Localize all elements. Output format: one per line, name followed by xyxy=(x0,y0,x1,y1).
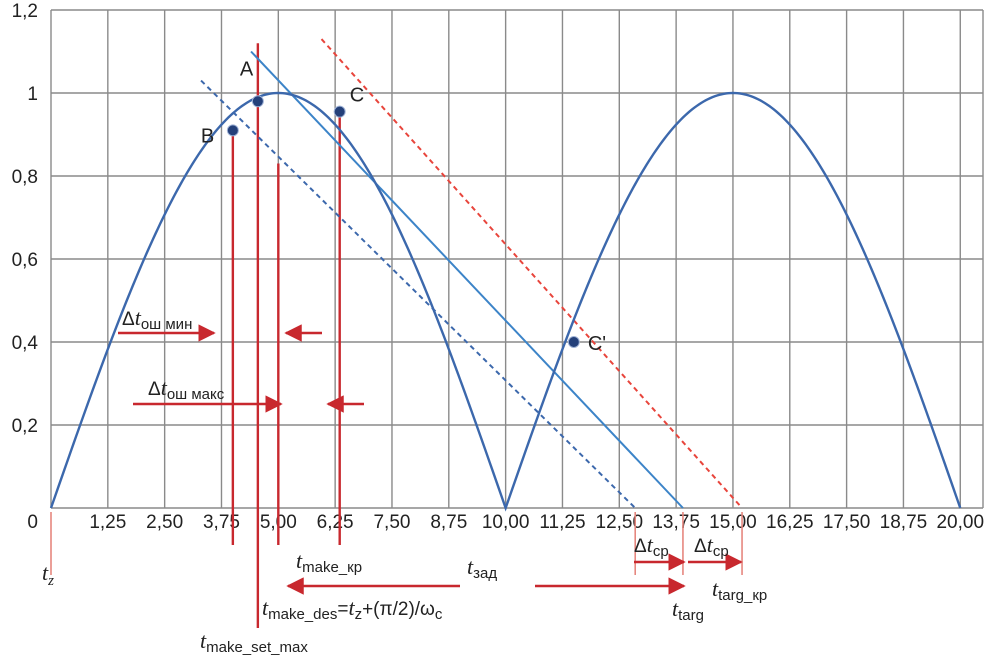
label-t-targ-kr: ttarg_кр xyxy=(712,576,767,604)
x-tick-label-10: 13,75 xyxy=(652,512,700,533)
x-tick-label-7: 10,00 xyxy=(482,512,530,533)
label-dt-sr-2: Δtср xyxy=(694,532,729,560)
grid-lines xyxy=(50,9,984,509)
reference-line-2 xyxy=(320,38,743,509)
point-label-0: B xyxy=(201,125,214,147)
point-label-3: C' xyxy=(588,333,606,355)
y-tick-label-4: 0,8 xyxy=(12,167,38,188)
x-tick-label-8: 11,25 xyxy=(539,512,585,533)
series-line-0 xyxy=(49,91,962,512)
measurement-arrows xyxy=(118,324,743,595)
point-2 xyxy=(333,105,346,118)
label-t-make-kr: tmake_кр xyxy=(296,548,362,576)
x-tick-label-11: 15,00 xyxy=(709,512,757,533)
y-tick-label-6: 1,2 xyxy=(12,1,38,22)
reference-line-0 xyxy=(200,79,636,509)
x-tick-label-2: 3,75 xyxy=(203,512,240,533)
label-t-zad: tзад xyxy=(467,554,497,582)
x-tick-label-13: 17,50 xyxy=(823,512,871,533)
x-tick-label-1: 2,50 xyxy=(146,512,183,533)
vertical-markers xyxy=(50,43,743,628)
tangent-lines xyxy=(200,38,743,509)
x-tick-label-14: 18,75 xyxy=(880,512,928,533)
x-tick-label-6: 8,75 xyxy=(430,512,467,533)
label-t-make-des: tmake_des=tz+(π/2)/ωc xyxy=(262,595,443,623)
reference-line-1 xyxy=(250,50,684,509)
label-dt-err-min: Δtош мин xyxy=(122,305,192,333)
point-label-2: C xyxy=(350,85,364,107)
annotations: Δtош мин Δtош макс tz tmake_кр tзад tmak… xyxy=(42,305,767,656)
label-dt-err-max: Δtош макс xyxy=(148,375,225,403)
x-tick-label-5: 7,50 xyxy=(373,512,410,533)
x-tick-label-4: 6,25 xyxy=(317,512,354,533)
label-t-make-set-max: tmake_set_max xyxy=(200,628,308,656)
y-tick-label-2: 0,4 xyxy=(12,333,39,354)
point-label-1: A xyxy=(240,58,254,80)
y-tick-label-0: 0 xyxy=(27,512,38,533)
x-tick-label-0: 1,25 xyxy=(89,512,126,533)
x-tick-label-9: 12,50 xyxy=(596,512,644,533)
x-tick-label-15: 20,00 xyxy=(936,512,984,533)
y-tick-label-5: 1 xyxy=(27,84,38,105)
y-tick-label-3: 0,6 xyxy=(12,250,38,271)
series-lines xyxy=(49,91,962,512)
x-tick-label-12: 16,25 xyxy=(766,512,814,533)
marked-points: B A C C' xyxy=(201,58,606,355)
point-1 xyxy=(251,95,264,108)
point-0 xyxy=(226,124,239,137)
point-3 xyxy=(567,336,580,348)
label-t-targ: ttarg xyxy=(672,596,704,624)
label-dt-sr-1: Δtср xyxy=(634,532,669,560)
y-tick-label-1: 0,2 xyxy=(12,416,38,437)
tick-labels: 1,25 2,50 3,75 5,00 6,25 7,50 8,75 10,00 11,25 12… xyxy=(12,1,984,533)
label-t-z: tz xyxy=(42,560,54,589)
